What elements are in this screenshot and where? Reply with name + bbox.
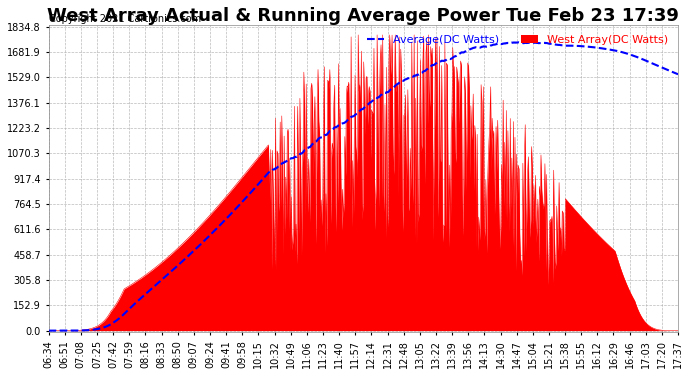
Title: West Array Actual & Running Average Power Tue Feb 23 17:39: West Array Actual & Running Average Powe… <box>48 7 679 25</box>
Text: Copyright 2021 Cartronics.com: Copyright 2021 Cartronics.com <box>48 13 201 24</box>
Legend: Average(DC Watts), West Array(DC Watts): Average(DC Watts), West Array(DC Watts) <box>363 31 673 50</box>
